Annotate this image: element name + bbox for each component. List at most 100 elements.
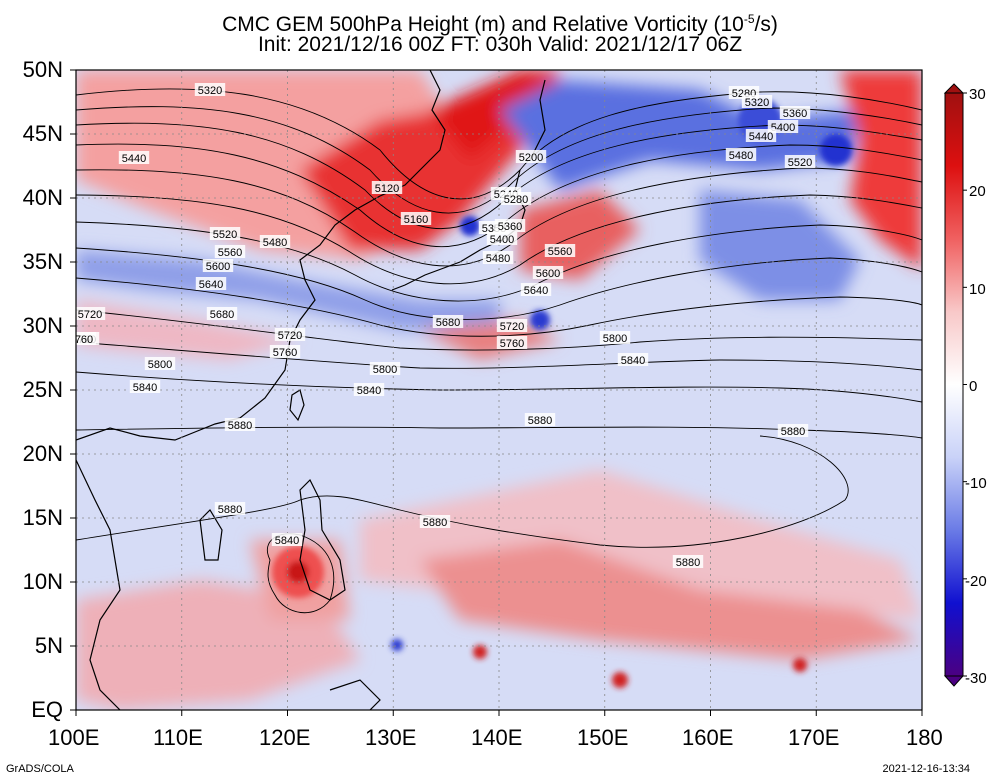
lon-label: 140E (471, 725, 523, 750)
contour-label: 5800 (148, 359, 172, 371)
colorbar-label: -20 (965, 573, 987, 590)
contour-label: 5320 (198, 85, 222, 97)
contour-label-bg (369, 362, 401, 375)
contour-label: 5480 (263, 237, 287, 249)
colorbar-top-arrow (943, 83, 965, 94)
contour-label: 5880 (228, 420, 252, 432)
contour-label: 5600 (206, 261, 230, 273)
contour-label: 5320 (745, 97, 769, 109)
contour-label-bg (617, 353, 649, 366)
contour-label: 5720 (278, 330, 302, 342)
contour-label-bg (745, 129, 777, 142)
latitude-tick-marks (70, 69, 76, 711)
contour-label: 5280 (504, 194, 528, 206)
colorbar-label: -30 (965, 670, 987, 687)
colorbar-label: 30 (969, 86, 986, 103)
contour-label-bg (144, 357, 176, 370)
contour-label: 5760 (500, 338, 524, 350)
contour-label: 5360 (498, 221, 522, 233)
contour-label-bg (779, 106, 811, 119)
title-main: CMC GEM 500hPa Height (m) and Relative V… (222, 13, 744, 36)
colorbar-label: -10 (965, 475, 987, 492)
contour-label-bg (214, 502, 246, 515)
contour-label: 5520 (788, 157, 812, 169)
colorbar-label: 20 (969, 183, 986, 200)
contour-label: 5880 (528, 415, 552, 427)
lat-label: 30N (22, 313, 63, 338)
lon-label: 170E (788, 725, 840, 750)
contour-label: 5360 (783, 108, 807, 120)
colorbar (943, 83, 967, 687)
contour-label: 5480 (729, 150, 753, 162)
longitude-tick-marks (75, 710, 923, 716)
contour-label-bg (353, 383, 385, 396)
lon-label: 160E (682, 725, 734, 750)
contour-label: 5840 (275, 535, 299, 547)
contour-label: 5800 (373, 364, 397, 376)
lon-label: 150E (577, 725, 629, 750)
contour-label-bg (777, 424, 809, 437)
contour-label-bg (76, 332, 96, 345)
contour-label: 5480 (486, 253, 510, 265)
contour-label: 5440 (749, 131, 773, 143)
contour-label: 5600 (536, 268, 560, 280)
lon-label: 130E (365, 725, 417, 750)
contour-label: 5680 (210, 309, 234, 321)
contour-label-bg (400, 212, 432, 225)
contour-label-bg (482, 251, 514, 264)
contour-label-bg (741, 95, 773, 108)
contour-label: 5560 (548, 246, 572, 258)
contour-label-bg (195, 277, 227, 290)
lat-label: EQ (31, 697, 63, 722)
contour-label: 5120 (375, 183, 399, 195)
contour-label: 5640 (524, 285, 548, 297)
contour-label: 5720 (78, 309, 102, 321)
contour-label-bg (599, 331, 631, 344)
lat-label: 45N (22, 121, 63, 146)
contour-label: 760 (75, 334, 93, 346)
colorbar-label: 10 (969, 281, 986, 298)
contour-label: 5160 (404, 214, 428, 226)
contour-label-bg (496, 336, 528, 349)
contour-label: 5840 (133, 382, 157, 394)
title-tail: /s) (754, 13, 778, 36)
contour-label: 5880 (676, 557, 700, 569)
contour-label-bg (520, 283, 552, 296)
contour-label-bg (129, 380, 161, 393)
colorbar-label: 0 (969, 378, 978, 395)
contour-label-bg (194, 83, 226, 96)
lat-label: 20N (22, 441, 63, 466)
lat-label: 5N (34, 633, 63, 658)
colorbar-tick-marks (963, 92, 967, 677)
contour-label-bg (76, 307, 106, 320)
lat-label: 35N (22, 249, 63, 274)
contour-label: 5760 (273, 347, 297, 359)
contour-label: 5880 (781, 426, 805, 438)
contour-label-bg (500, 192, 532, 205)
contour-label-bg (486, 232, 518, 245)
contour-label-bg (544, 244, 576, 257)
contour-label-bg (214, 245, 246, 258)
contour-label: 5880 (423, 517, 447, 529)
contour-label: 5840 (621, 355, 645, 367)
title-exponent: -5 (743, 12, 755, 26)
contour-label-bg (515, 150, 547, 163)
lat-label: 50N (22, 57, 63, 82)
contour-label-bg (672, 555, 704, 568)
contour-label-bg (532, 266, 564, 279)
map-title-line1: CMC GEM 500hPa Height (m) and Relative V… (0, 7, 1000, 37)
height-contours (76, 88, 922, 614)
contour-label-bg (118, 151, 150, 164)
contour-labels: 5320 5440 5520 5560 5600 5640 5720 5680 5760 5800… (75, 83, 816, 569)
lon-label: 110E (153, 725, 203, 750)
lat-label: 10N (22, 569, 63, 594)
timestamp-text: 2021-12-16-13:34 (882, 763, 970, 775)
contour-label-bg (209, 227, 241, 240)
contour-label: 5680 (436, 317, 460, 329)
map-plot-area: 5320 5440 5520 5560 5600 5640 5720 5680 5760 5800… (75, 70, 922, 710)
contour-label-bg (271, 533, 303, 546)
lon-label: 120E (259, 725, 311, 750)
contour-label-bg (432, 315, 464, 328)
lat-label: 40N (22, 185, 63, 210)
contour-label: 5400 (490, 234, 514, 246)
